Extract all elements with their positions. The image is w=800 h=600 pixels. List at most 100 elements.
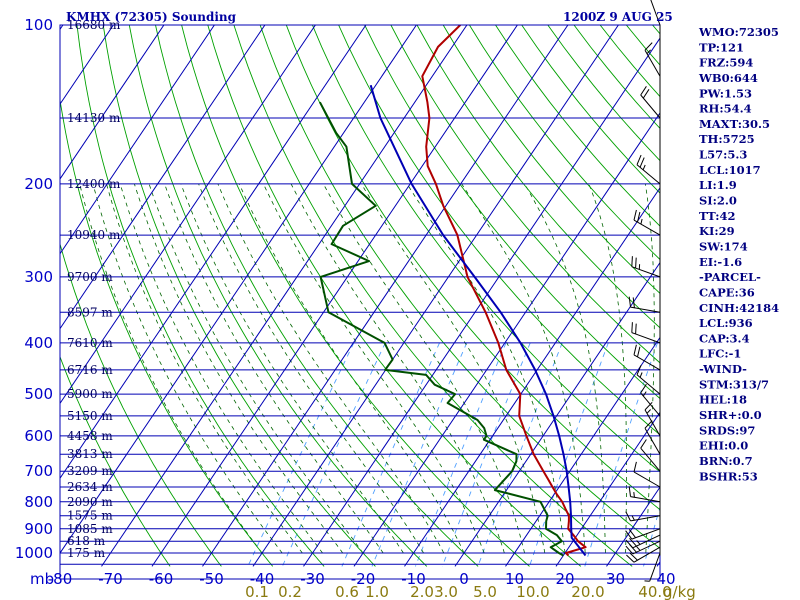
- height-label: 618 m: [67, 534, 106, 548]
- index-entry: L57:5.3: [699, 148, 747, 162]
- wind-barb: [640, 439, 661, 472]
- mixing-ratio-line-1: [281, 342, 386, 567]
- moist-adiabat: [406, 183, 566, 554]
- temperature-tick-label: 10: [505, 570, 524, 588]
- height-label: 3813 m: [67, 447, 113, 461]
- index-entry: SI:2.0: [699, 194, 737, 208]
- moist-adiabat: [290, 183, 505, 554]
- isotherm: [60, 25, 165, 180]
- height-label: 2090 m: [67, 495, 113, 509]
- index-entry: CAP:3.4: [699, 331, 750, 345]
- height-label: 4458 m: [67, 429, 113, 443]
- height-label: 1085 m: [67, 522, 113, 536]
- temperature-tick-label: 30: [606, 570, 625, 588]
- pressure-tick-label: 300: [24, 268, 53, 286]
- dry-adiabat: [76, 25, 325, 567]
- mixing-ratio-line-3: [371, 342, 468, 567]
- dry-adiabat: [259, 25, 660, 549]
- index-entry: LI:1.9: [699, 178, 737, 192]
- isotherm: [303, 37, 660, 567]
- index-entry: -PARCEL-: [699, 270, 761, 284]
- isotherm: [758, 25, 800, 566]
- wind-barb: [625, 528, 661, 540]
- wind-barb: [625, 540, 661, 555]
- height-labels: 16680 m 14130 m 12400 m 10940 m 9700 m 8597 m…: [67, 18, 121, 560]
- dry-adiabat: [285, 25, 660, 511]
- pressure-tick-label: 200: [24, 175, 53, 193]
- wind-barb: [650, 0, 661, 26]
- mixing-ratio-tick-label: 20.0: [571, 583, 604, 600]
- index-entry: LFC:-1: [699, 347, 741, 361]
- pressure-tick-label: 400: [24, 334, 53, 352]
- mixing-ratio-tick-label: 0.6: [335, 583, 359, 600]
- index-entry: SHR+:0.0: [699, 408, 762, 422]
- wind-barb: [640, 86, 661, 119]
- dry-adiabat: [390, 25, 660, 364]
- height-label: 12400 m: [67, 177, 121, 191]
- isotherm: [505, 336, 660, 567]
- wind-barb: [628, 486, 661, 503]
- index-entry: HEL:18: [699, 393, 747, 407]
- chart-title: KMHX (72305) Sounding: [66, 10, 237, 24]
- temperature-tick-label: -70: [98, 570, 123, 588]
- index-entry: KI:29: [699, 224, 735, 238]
- temperature-tick-label: -20: [351, 570, 376, 588]
- index-entry: LCL:1017: [699, 163, 761, 177]
- wind-barb: [636, 365, 661, 395]
- moist-adiabat: [644, 183, 655, 554]
- moist-adiabat: [79, 183, 263, 554]
- height-label: 6716 m: [67, 363, 113, 377]
- isotherm: [0, 25, 12, 566]
- index-entry: -WIND-: [699, 362, 747, 376]
- moist-adiabat: [588, 183, 627, 553]
- index-entry: LCL:936: [699, 316, 753, 330]
- moist-adiabat: [524, 183, 606, 553]
- pressure-tick-label: 1000: [15, 544, 53, 562]
- isotherm: [60, 25, 266, 330]
- isotherm: [60, 25, 316, 405]
- temperature-tick-label: 40: [656, 570, 675, 588]
- mixing-ratio-tick-label: 1.0: [365, 583, 389, 600]
- wind-barb: [625, 534, 661, 549]
- wind-barb: [644, 401, 661, 437]
- mixing-ratio-tick-label: 40.0: [638, 583, 671, 600]
- isotherm: [60, 25, 215, 255]
- dry-adiabat: [311, 25, 660, 473]
- wind-barb: [633, 344, 661, 371]
- dry-adiabat: [128, 25, 428, 567]
- moist-adiabat: [263, 183, 485, 554]
- moist-adiabat: [361, 183, 546, 554]
- index-entry: BRN:0.7: [699, 454, 753, 468]
- dry-adiabat: [364, 25, 660, 400]
- temperature-tick-label: -60: [149, 570, 174, 588]
- isotherm: [252, 25, 619, 567]
- height-label: 175 m: [67, 546, 106, 560]
- height-label: 10940 m: [67, 228, 121, 242]
- dry-adiabat: [338, 25, 660, 436]
- temperature-axis: -80 -70 -60 -50 -40 -30 -20 -10 0 10 20 30 40: [48, 570, 676, 588]
- index-entry: CAPE:36: [699, 285, 755, 299]
- moist-adiabat: [322, 183, 525, 554]
- mixing-ratio-unit: g/kg: [663, 583, 696, 600]
- pressure-axis: 100 200 300 400 500 600 700 800 900 1000: [15, 16, 53, 562]
- temperature-tick-label: -10: [401, 570, 426, 588]
- index-entry: WMO:72305: [698, 25, 779, 39]
- temperature-tick-label: -80: [48, 570, 73, 588]
- pressure-tick-label: 500: [24, 385, 53, 403]
- isotherm: [202, 25, 569, 567]
- pressure-tick-label: 800: [24, 493, 53, 511]
- index-entry: BSHR:53: [699, 469, 758, 483]
- isotherm: [60, 25, 367, 480]
- dry-adiabat: [547, 25, 660, 162]
- height-label: 5900 m: [67, 387, 113, 401]
- index-entry: SRDS:97: [699, 423, 755, 437]
- wind-barb: [626, 546, 661, 563]
- height-label: 16680 m: [67, 18, 121, 32]
- isotherm: [404, 186, 660, 567]
- mixing-ratio-tick-label: 0.1: [245, 583, 269, 600]
- index-entry: PW:1.53: [699, 86, 752, 100]
- wind-barb: [636, 154, 661, 185]
- index-entry: CINH:42184: [699, 301, 779, 315]
- wind-barb: [644, 420, 661, 455]
